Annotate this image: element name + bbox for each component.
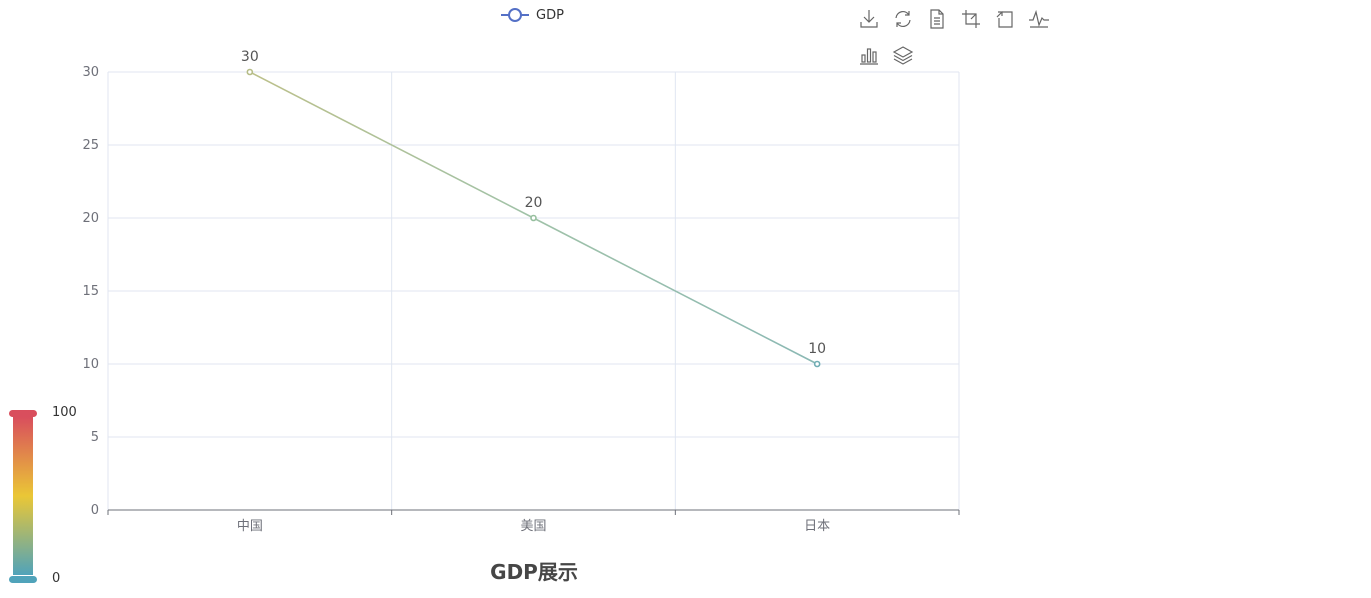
data-point (813, 360, 821, 368)
x-tick-label: 美国 (520, 519, 546, 534)
x-tick-label: 日本 (804, 519, 830, 534)
chart-title: GDP展示 (490, 560, 578, 584)
refresh-icon[interactable] (892, 8, 914, 30)
download-icon[interactable] (858, 8, 880, 30)
y-tick-label: 25 (82, 138, 99, 153)
x-tick-label: 中国 (237, 519, 263, 534)
legend[interactable]: GDP (500, 4, 564, 26)
series-gdp: 30 20 10 (241, 49, 826, 368)
grid-lines (107, 71, 960, 510)
visual-map-min-label: 0 (52, 571, 61, 586)
y-tick-label: 20 (82, 211, 99, 226)
stack-icon[interactable] (892, 44, 914, 66)
bar-chart-icon[interactable] (858, 44, 880, 66)
line-chart-icon[interactable] (1028, 8, 1050, 30)
visual-map-bar[interactable] (13, 417, 33, 575)
data-view-icon[interactable] (926, 8, 948, 30)
y-tick-label: 15 (82, 284, 99, 299)
y-tick-label: 5 (91, 430, 99, 445)
data-label: 20 (525, 195, 543, 211)
y-tick-label: 10 (82, 357, 99, 372)
y-tick-label: 30 (82, 65, 99, 80)
zoom-reset-icon[interactable] (994, 8, 1016, 30)
visual-map-max-handle[interactable] (9, 410, 37, 417)
legend-label: GDP (536, 7, 564, 23)
legend-line-icon (501, 8, 529, 22)
visual-map-max-label: 100 (52, 405, 77, 420)
visual-map-min-handle[interactable] (9, 576, 37, 583)
data-label: 30 (241, 49, 259, 65)
y-tick-label: 0 (91, 503, 99, 518)
data-point (246, 68, 254, 76)
zoom-icon[interactable] (960, 8, 982, 30)
axes: 0 5 10 15 20 25 30 中国 美国 日本 (82, 65, 960, 534)
data-point (530, 214, 537, 222)
data-label: 10 (808, 341, 826, 357)
